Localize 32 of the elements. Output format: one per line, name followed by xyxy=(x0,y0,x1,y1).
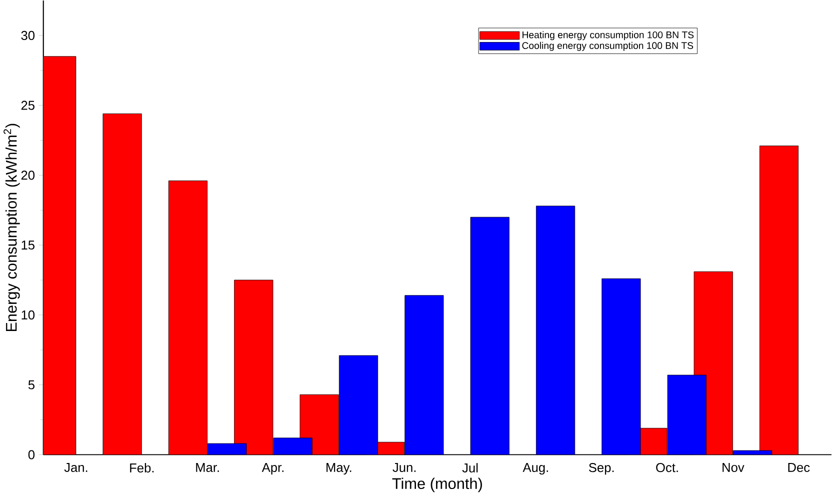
legend-label: Cooling energy consumption 100 BN TS xyxy=(522,42,694,52)
bar xyxy=(602,278,641,455)
bar xyxy=(102,114,142,455)
x-tick-label: Jan. xyxy=(64,463,88,472)
x-tick-label: Feb. xyxy=(130,463,154,473)
y-tick-label: 15 xyxy=(22,240,34,250)
y-tick-label: 5 xyxy=(28,380,34,390)
bar xyxy=(667,375,706,455)
y-tick-label: 0 xyxy=(28,450,35,460)
x-axis-title: Time (month) xyxy=(392,478,482,492)
bar xyxy=(404,295,444,455)
x-tick-label: Jun. xyxy=(392,463,416,472)
y-tick-label: 30 xyxy=(21,31,35,40)
legend-label: Heating energy consumption 100 BN TS xyxy=(522,31,694,40)
x-tick-label: Sep. xyxy=(588,463,614,475)
y-axis-title: Energy consumption (kWh/m$^{2}$) xyxy=(4,124,20,332)
bar xyxy=(536,206,576,455)
bar xyxy=(338,355,378,455)
x-tick-label: May. xyxy=(326,463,352,475)
bar xyxy=(273,438,312,455)
y-tick-label: 25 xyxy=(21,100,34,110)
x-tick-label: Jul xyxy=(462,463,478,473)
x-tick-label: Dec xyxy=(788,463,810,472)
bar xyxy=(470,217,510,455)
x-tick-label: Mar. xyxy=(196,463,219,472)
bar xyxy=(208,444,246,455)
x-tick-label: Apr. xyxy=(262,463,284,475)
x-tick-label: Aug. xyxy=(522,463,548,475)
y-tick-label: 10 xyxy=(22,310,35,320)
x-tick-label: Oct. xyxy=(656,463,678,472)
y-tick-label: 20 xyxy=(21,170,35,180)
x-tick-label: Nov xyxy=(722,463,744,472)
